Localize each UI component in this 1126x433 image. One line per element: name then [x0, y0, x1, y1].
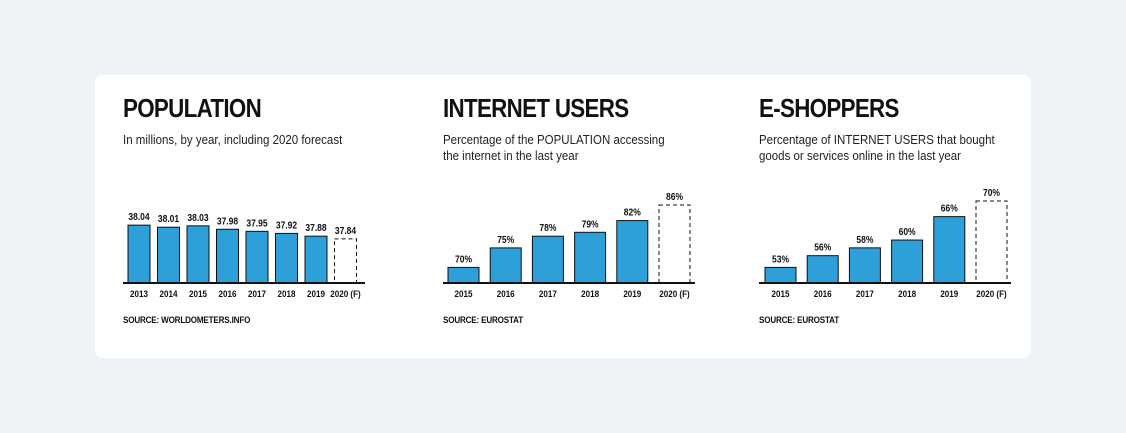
- chart-source: SOURCE: WORLDOMETERS.INFO: [123, 315, 251, 326]
- bar: [806, 255, 839, 284]
- e-shoppers-panel: E-SHOPPERS Percentage of INTERNET USERS …: [759, 75, 1059, 358]
- bar: [616, 220, 649, 284]
- forecast-bar: [334, 238, 357, 284]
- tick-label: 2019: [623, 288, 641, 299]
- bar: [531, 235, 564, 284]
- bar: [489, 247, 522, 284]
- tick-label: 2017: [539, 288, 557, 299]
- value-label: 37.92: [276, 220, 297, 231]
- tick-label: 2014: [160, 288, 178, 299]
- bar: [186, 225, 210, 284]
- value-label: 37.98: [217, 216, 238, 227]
- internet-users-panel: INTERNET USERS Percentage of the POPULAT…: [443, 75, 743, 358]
- bar: [447, 266, 480, 284]
- value-label: 82%: [624, 207, 641, 218]
- bar: [304, 235, 328, 284]
- bar: [245, 230, 269, 284]
- tick-label: 2018: [898, 288, 916, 299]
- tick-label: 2020 (F): [330, 288, 361, 299]
- population-panel: POPULATION In millions, by year, includi…: [123, 75, 423, 358]
- tick-label: 2018: [278, 288, 296, 299]
- value-label: 66%: [941, 203, 958, 214]
- internet-users-bar-chart: 70% 2015 75% 2016 78% 2017 79% 2018 82% 2019 86% 20…: [443, 191, 695, 299]
- value-label: 79%: [582, 219, 599, 230]
- bar: [574, 231, 607, 284]
- charts-card: POPULATION In millions, by year, includi…: [95, 75, 1031, 358]
- value-label: 53%: [772, 254, 789, 265]
- bar: [764, 266, 797, 284]
- forecast-bar: [975, 200, 1008, 284]
- value-label: 70%: [455, 254, 472, 265]
- value-label: 60%: [899, 226, 916, 237]
- tick-label: 2013: [130, 288, 148, 299]
- tick-label: 2016: [497, 288, 515, 299]
- bar: [127, 224, 151, 284]
- bar: [933, 216, 966, 284]
- tick-label: 2019: [940, 288, 958, 299]
- value-label: 37.95: [246, 218, 267, 229]
- bar: [275, 232, 298, 284]
- value-label: 37.84: [335, 225, 357, 236]
- chart-title: POPULATION: [123, 93, 262, 123]
- tick-label: 2016: [219, 288, 237, 299]
- tick-label: 2019: [307, 288, 325, 299]
- e-shoppers-bar-chart: 53% 2015 56% 2016 58% 2017 60% 2018 66% 2019 70% 20…: [759, 187, 1011, 299]
- chart-subtitle: Percentage of the POPULATION accessing t…: [443, 133, 665, 163]
- population-bar-chart: 38.04 2013 38.01 2014 38.03 2015 37.98 2016 37.9…: [123, 212, 365, 299]
- value-label: 38.01: [158, 214, 179, 225]
- value-label: 70%: [983, 187, 1000, 198]
- bar: [891, 239, 924, 284]
- tick-label: 2017: [856, 288, 874, 299]
- chart-subtitle: In millions, by year, including 2020 for…: [123, 133, 343, 147]
- value-label: 38.03: [187, 212, 208, 223]
- tick-label: 2015: [189, 288, 207, 299]
- tick-label: 2015: [455, 288, 473, 299]
- value-label: 75%: [497, 234, 514, 245]
- tick-label: 2020 (F): [976, 288, 1007, 299]
- bar: [216, 228, 239, 284]
- chart-title: INTERNET USERS: [443, 93, 629, 123]
- tick-label: 2015: [772, 288, 790, 299]
- value-label: 56%: [814, 242, 831, 253]
- value-label: 37.88: [305, 223, 326, 234]
- chart-subtitle: Percentage of INTERNET USERS that bought…: [759, 133, 995, 163]
- tick-label: 2016: [814, 288, 832, 299]
- chart-title: E-SHOPPERS: [759, 93, 899, 123]
- value-label: 86%: [666, 191, 683, 202]
- chart-source: SOURCE: EUROSTAT: [443, 315, 523, 326]
- tick-label: 2017: [248, 288, 266, 299]
- value-label: 78%: [539, 223, 556, 234]
- tick-label: 2018: [581, 288, 599, 299]
- bar: [157, 226, 180, 284]
- value-label: 38.04: [128, 212, 150, 223]
- tick-label: 2020 (F): [659, 288, 690, 299]
- bar: [848, 247, 881, 284]
- forecast-bar: [658, 204, 691, 284]
- chart-source: SOURCE: EUROSTAT: [759, 315, 839, 326]
- value-label: 58%: [856, 234, 873, 245]
